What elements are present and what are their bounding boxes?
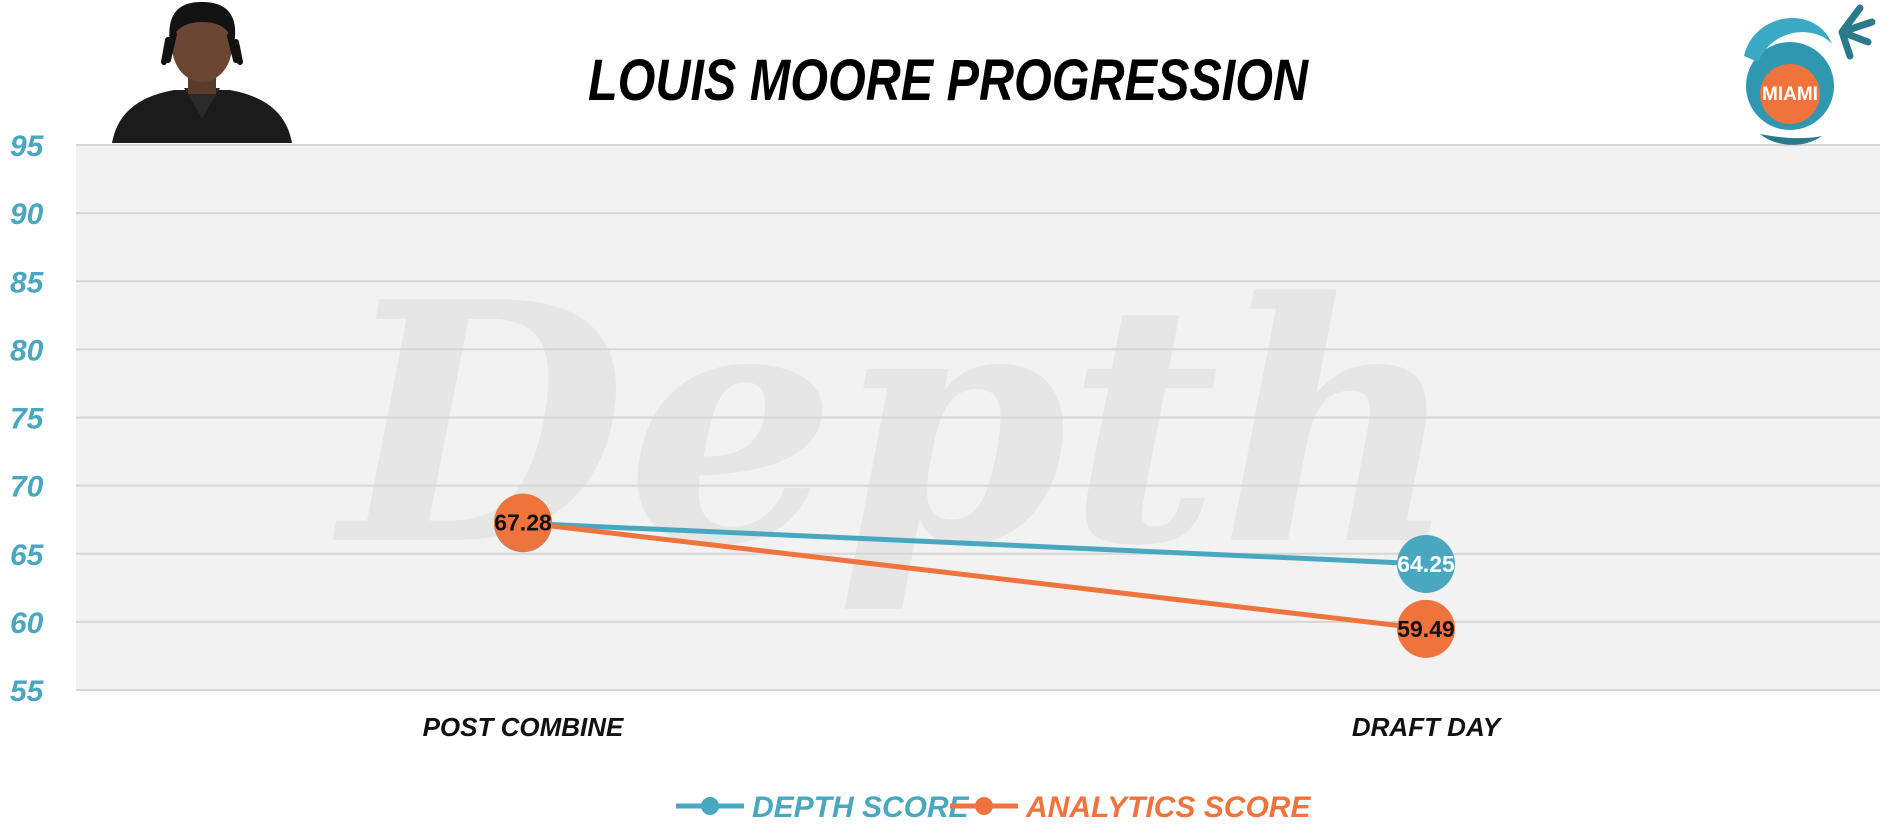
data-point bbox=[494, 493, 552, 552]
y-tick-label: 85 bbox=[10, 266, 45, 299]
y-tick-label: 80 bbox=[10, 334, 44, 367]
series-lines bbox=[522, 520, 1427, 632]
dolphin-logo: MIAMI bbox=[1744, 4, 1876, 145]
y-tick-label: 55 bbox=[10, 675, 45, 708]
y-tick-label: 60 bbox=[10, 607, 44, 640]
player-photo bbox=[112, 0, 292, 143]
series-line-0 bbox=[522, 520, 1427, 567]
data-label: 64.25 bbox=[1397, 551, 1455, 577]
legend-depth-label: DEPTH SCORE bbox=[752, 791, 970, 824]
data-label: 67.28 bbox=[494, 510, 552, 536]
gridlines bbox=[76, 144, 1880, 691]
y-tick-label: 75 bbox=[10, 403, 45, 436]
chart-title: LOUIS MOORE PROGRESSION bbox=[588, 48, 1309, 113]
legend-depth-marker bbox=[701, 797, 719, 815]
y-tick-label: 95 bbox=[10, 130, 45, 163]
legend-item-analytics: ANALYTICS SCORE bbox=[950, 791, 1311, 824]
logo-text: MIAMI bbox=[1762, 84, 1818, 105]
x-tick-label: DRAFT DAY bbox=[1352, 712, 1503, 742]
data-label: 59.49 bbox=[1397, 616, 1455, 642]
legend-analytics-label: ANALYTICS SCORE bbox=[1025, 791, 1311, 824]
legend-item-depth: DEPTH SCORE bbox=[676, 791, 970, 824]
y-tick-label: 90 bbox=[10, 198, 44, 231]
data-point bbox=[1397, 599, 1455, 658]
y-tick-label: 65 bbox=[10, 539, 45, 572]
legend: DEPTH SCORE ANALYTICS SCORE bbox=[676, 791, 1311, 824]
x-tick-label: POST COMBINE bbox=[423, 712, 624, 742]
series-line-1 bbox=[522, 520, 1427, 632]
data-point bbox=[1397, 534, 1455, 593]
legend-analytics-marker bbox=[975, 797, 993, 815]
x-axis: POST COMBINE DRAFT DAY bbox=[423, 712, 1503, 742]
y-axis: 95 90 85 80 75 70 65 60 55 bbox=[10, 130, 45, 708]
y-tick-label: 70 bbox=[10, 471, 44, 504]
